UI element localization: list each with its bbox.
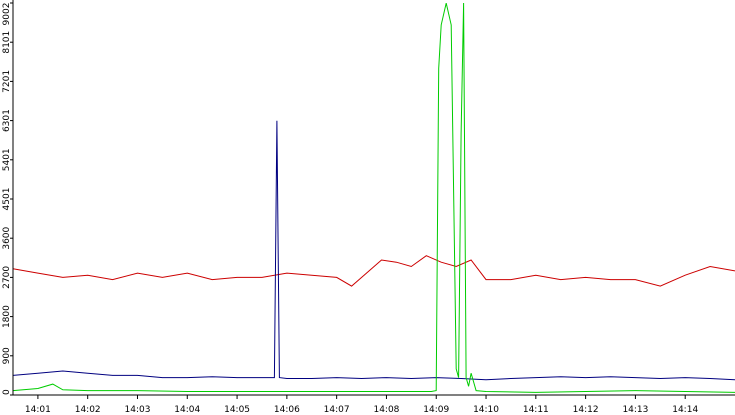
x-tick-label: 14:01 (25, 405, 51, 415)
x-tick-label: 14:04 (174, 405, 200, 415)
x-tick-label: 14:13 (622, 405, 648, 415)
x-tick-label: 14:07 (324, 405, 350, 415)
x-tick: 14:13 (622, 395, 648, 415)
y-tick-label: 5401 (2, 148, 12, 171)
y-tick: 8101 (2, 31, 13, 54)
x-tick: 14:10 (473, 395, 499, 415)
y-tick: 5401 (2, 148, 13, 171)
x-tick: 14:05 (224, 395, 250, 415)
y-tick: 2700 (2, 266, 13, 289)
x-tick: 14:06 (274, 395, 300, 415)
x-tick: 14:09 (423, 395, 449, 415)
x-tick: 14:08 (373, 395, 400, 415)
x-tick: 14:02 (75, 395, 101, 415)
x-tick-label: 14:03 (125, 405, 151, 415)
y-tick: 6301 (2, 109, 13, 132)
x-tick-label: 14:09 (423, 405, 449, 415)
x-tick-label: 14:02 (75, 405, 101, 415)
x-tick: 14:12 (573, 395, 599, 415)
y-tick-label: 6301 (2, 109, 12, 132)
x-tick: 14:11 (523, 395, 549, 415)
y-tick-label: 7201 (2, 70, 12, 93)
x-tick-label: 14:06 (274, 405, 300, 415)
series-line-0 (12, 255, 735, 287)
y-tick-label: 8101 (2, 31, 12, 54)
y-tick-label: 2700 (2, 266, 12, 289)
y-tick-label: 1800 (2, 305, 12, 328)
series-line-2 (12, 2, 735, 393)
x-tick: 14:03 (125, 395, 151, 415)
y-tick: 3600 (2, 226, 13, 250)
x-tick-label: 14:08 (373, 405, 399, 415)
y-tick: 0 (2, 389, 13, 396)
x-tick-label: 14:14 (672, 405, 698, 415)
x-ticks: 14:01 14:02 14:03 14:04 14:05 14:06 14:07 14:08… (25, 395, 698, 415)
y-tick-label: 3600 (2, 226, 12, 249)
x-tick: 14:14 (672, 395, 698, 415)
x-tick-label: 14:10 (473, 405, 499, 415)
y-tick: 900 (2, 347, 13, 364)
y-tick-label: 4501 (2, 188, 12, 211)
x-tick-label: 14:05 (224, 405, 250, 415)
y-tick: 1800 (2, 305, 13, 328)
y-tick: 9002 (2, 2, 13, 26)
x-tick-label: 14:12 (573, 405, 599, 415)
x-tick: 14:04 (174, 395, 201, 415)
x-tick-label: 14:11 (523, 405, 549, 415)
x-tick: 14:07 (324, 395, 350, 415)
y-tick-label: 0 (2, 389, 12, 395)
axes (12, 0, 735, 396)
y-tick: 7201 (2, 70, 13, 93)
y-tick: 4501 (2, 188, 13, 211)
y-ticks: 0 900 1800 2700 3600 4501 5401 6301 7201 8101 9002 (2, 2, 13, 396)
x-tick: 14:01 (25, 395, 51, 415)
series-layer (12, 2, 735, 393)
y-tick-label: 900 (2, 347, 12, 364)
y-tick-label: 9002 (2, 3, 12, 26)
series-line-1 (12, 120, 735, 381)
